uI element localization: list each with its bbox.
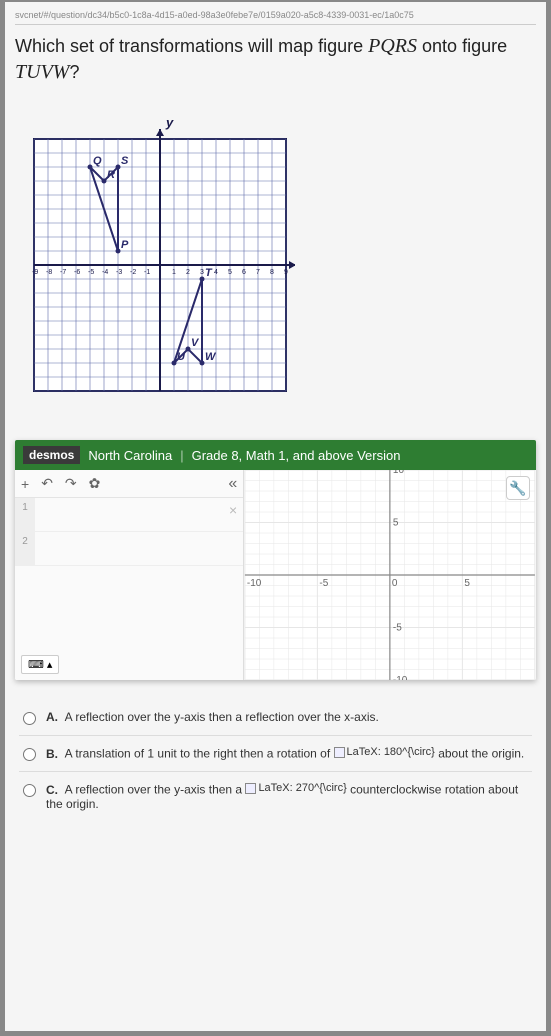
latex-icon (245, 783, 256, 794)
svg-text:R: R (107, 169, 115, 181)
latex-text: LaTeX: 180^{\circ} (347, 746, 435, 758)
url-fragment: svcnet/#/question/dc34/b5c0-1c8a-4d15-a0… (15, 10, 536, 25)
question-fig2: TUVW (15, 61, 69, 83)
svg-text:Q: Q (93, 155, 102, 167)
desmos-logo: desmos (23, 446, 80, 464)
expression-row[interactable]: 1 × (15, 498, 243, 532)
svg-text:2: 2 (186, 269, 190, 276)
question-fig1: PQRS (368, 35, 417, 57)
svg-text:9: 9 (284, 269, 288, 276)
latex-icon (334, 747, 345, 758)
desmos-region: North Carolina (88, 448, 172, 463)
svg-text:1: 1 (172, 269, 176, 276)
svg-text:-5: -5 (88, 269, 94, 276)
svg-text:3: 3 (200, 269, 204, 276)
latex-chip: LaTeX: 270^{\circ} (245, 782, 346, 794)
close-icon[interactable]: × (229, 502, 237, 518)
expression-index: 1 (15, 498, 35, 531)
latex-chip: LaTeX: 180^{\circ} (334, 746, 435, 758)
svg-text:y: y (165, 115, 174, 130)
svg-text:-2: -2 (130, 269, 136, 276)
expression-panel: + ↶ ↷ ✿ « 1 × 2 ⌨ ▴ (15, 470, 244, 680)
answer-choices: A. A reflection over the y-axis then a r… (15, 700, 536, 821)
svg-text:S: S (121, 155, 129, 167)
answer-choice-b[interactable]: B. A translation of 1 unit to the right … (19, 735, 532, 771)
question-prefix: Which set of transformations will map fi… (15, 36, 368, 56)
svg-text:-5: -5 (320, 578, 329, 589)
answer-text: A reflection over the y-axis then a refl… (65, 710, 379, 724)
answer-label: A. (46, 710, 58, 724)
svg-text:10: 10 (393, 470, 405, 476)
svg-text:-9: -9 (32, 269, 38, 276)
answer-text-pre: A reflection over the y-axis then a (65, 783, 246, 797)
latex-text: LaTeX: 270^{\circ} (258, 782, 346, 794)
settings-gear-icon[interactable]: ✿ (89, 475, 101, 492)
add-expression-button[interactable]: + (21, 476, 29, 492)
expression-row[interactable]: 2 (15, 532, 243, 566)
svg-text:-10: -10 (247, 578, 262, 589)
desmos-widget: desmos North Carolina | Grade 8, Math 1,… (15, 440, 536, 680)
question-suffix: ? (69, 62, 79, 82)
svg-text:5: 5 (465, 578, 471, 589)
svg-text:P: P (121, 239, 129, 251)
answer-radio-b[interactable] (23, 748, 36, 761)
svg-text:-7: -7 (60, 269, 66, 276)
svg-text:-3: -3 (116, 269, 122, 276)
answer-text-pre: A translation of 1 unit to the right the… (65, 747, 334, 761)
answer-choice-c[interactable]: C. A reflection over the y-axis then a L… (19, 771, 532, 821)
svg-text:-6: -6 (74, 269, 80, 276)
graph-settings-button[interactable]: 🔧 (506, 476, 530, 500)
svg-text:4: 4 (214, 269, 218, 276)
undo-button[interactable]: ↶ (41, 475, 53, 492)
answer-label: B. (46, 747, 58, 761)
collapse-panel-button[interactable]: « (228, 475, 237, 493)
svg-text:-10: -10 (393, 675, 408, 680)
expression-body[interactable]: × (35, 498, 243, 531)
desmos-version: Grade 8, Math 1, and above Version (192, 448, 401, 463)
expression-body[interactable] (35, 532, 243, 565)
svg-text:0: 0 (392, 578, 398, 589)
separator: | (180, 448, 183, 463)
svg-text:7: 7 (256, 269, 260, 276)
answer-radio-a[interactable] (23, 712, 36, 725)
svg-text:8: 8 (270, 269, 274, 276)
svg-text:-5: -5 (393, 623, 402, 634)
answer-text-post: about the origin. (438, 747, 524, 761)
expression-toolbar: + ↶ ↷ ✿ « (15, 470, 243, 498)
expression-index: 2 (15, 532, 35, 565)
answer-choice-a[interactable]: A. A reflection over the y-axis then a r… (19, 700, 532, 735)
keyboard-icon: ⌨ (28, 658, 44, 671)
coordinate-diagram: yx-9-8-7-6-5-4-3-2-1123456789PQRSTUVW (25, 115, 536, 420)
chevron-up-icon: ▴ (47, 658, 53, 671)
svg-text:5: 5 (393, 518, 399, 529)
keyboard-toggle-button[interactable]: ⌨ ▴ (21, 655, 59, 674)
svg-text:W: W (205, 351, 217, 363)
question-text: Which set of transformations will map fi… (15, 31, 536, 95)
desmos-header: desmos North Carolina | Grade 8, Math 1,… (15, 440, 536, 470)
svg-text:-8: -8 (46, 269, 52, 276)
svg-text:-1: -1 (144, 269, 150, 276)
svg-text:-4: -4 (102, 269, 108, 276)
answer-radio-c[interactable] (23, 784, 36, 797)
redo-button[interactable]: ↷ (65, 475, 77, 492)
question-mid: onto figure (417, 36, 507, 56)
svg-text:U: U (177, 351, 186, 363)
svg-text:5: 5 (228, 269, 232, 276)
answer-label: C. (46, 783, 58, 797)
svg-text:6: 6 (242, 269, 246, 276)
graph-panel[interactable]: -10-50510-10-5510 🔧 (244, 470, 536, 680)
